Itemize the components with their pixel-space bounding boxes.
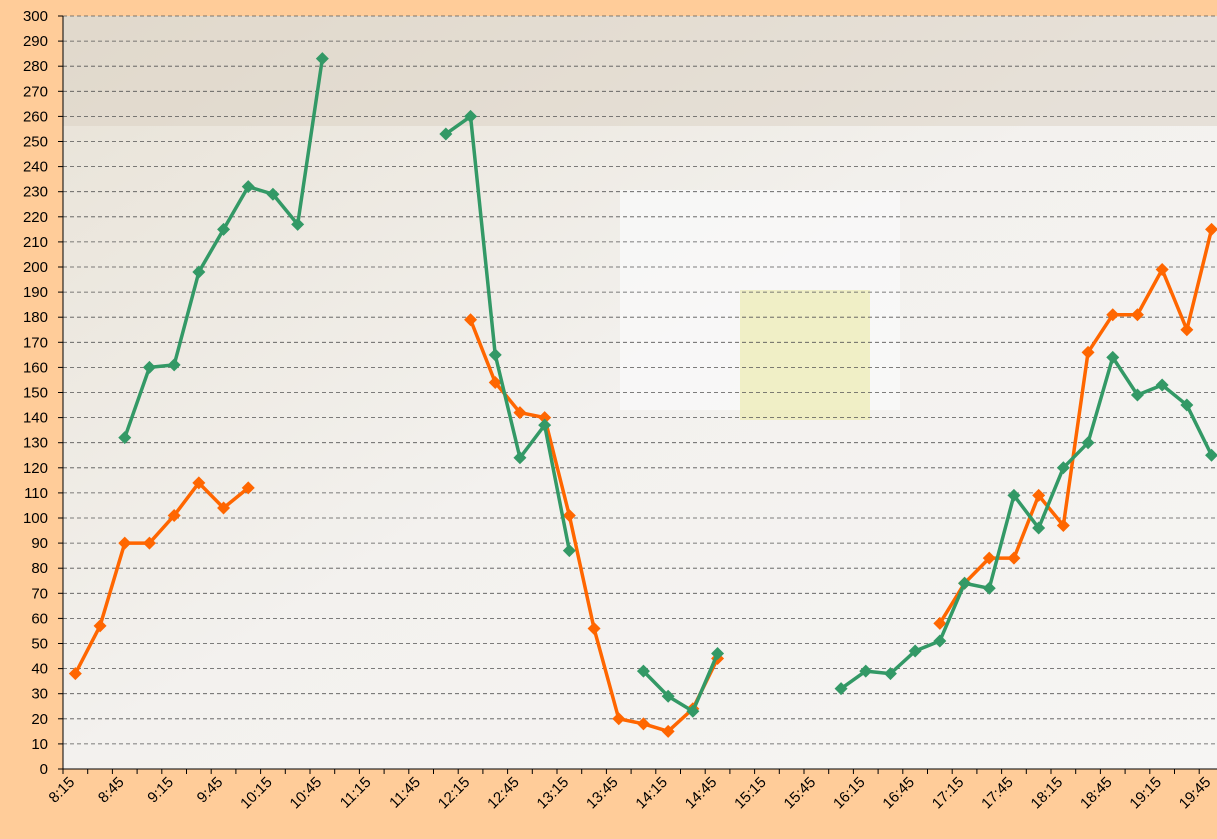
- y-tick-label: 280: [23, 58, 48, 75]
- y-tick-label: 80: [31, 560, 48, 577]
- y-tick-label: 110: [24, 485, 48, 502]
- y-tick-label: 200: [23, 259, 48, 276]
- y-tick-label: 100: [23, 510, 48, 527]
- y-tick-label: 10: [31, 736, 48, 753]
- y-tick-label: 160: [23, 359, 48, 376]
- y-tick-label: 0: [40, 761, 48, 778]
- y-tick-label: 60: [31, 610, 48, 627]
- y-tick-label: 20: [31, 711, 48, 728]
- y-tick-label: 170: [23, 334, 48, 351]
- y-tick-label: 90: [31, 535, 48, 552]
- y-tick-label: 50: [31, 636, 48, 653]
- y-tick-label: 300: [23, 8, 48, 25]
- y-tick-label: 220: [23, 209, 48, 226]
- y-tick-label: 130: [23, 435, 48, 452]
- y-tick-label: 70: [31, 585, 48, 602]
- page: 0 10 20 30 40 50 60 70 80 90 100 110 120 130 140 150 160…: [0, 0, 1217, 839]
- y-tick-label: 230: [23, 184, 48, 201]
- y-tick-label: 290: [23, 33, 48, 50]
- y-tick-label: 180: [23, 309, 48, 326]
- photo-shade: [63, 16, 1217, 126]
- y-tick-label: 120: [23, 460, 48, 477]
- y-tick-label: 40: [31, 661, 48, 678]
- y-tick-label: 260: [23, 108, 48, 125]
- y-tick-label: 270: [23, 83, 48, 100]
- y-tick-label: 150: [23, 385, 48, 402]
- y-tick-label: 30: [31, 686, 48, 703]
- y-tick-label: 190: [23, 284, 48, 301]
- y-tick-label: 140: [23, 410, 48, 427]
- chart: 0 10 20 30 40 50 60 70 80 90 100 110 120 130 140 150 160…: [0, 0, 1217, 839]
- y-tick-label: 210: [23, 234, 48, 251]
- photo-shade: [740, 290, 870, 420]
- y-tick-label: 250: [23, 134, 48, 151]
- y-tick-label: 240: [23, 159, 48, 176]
